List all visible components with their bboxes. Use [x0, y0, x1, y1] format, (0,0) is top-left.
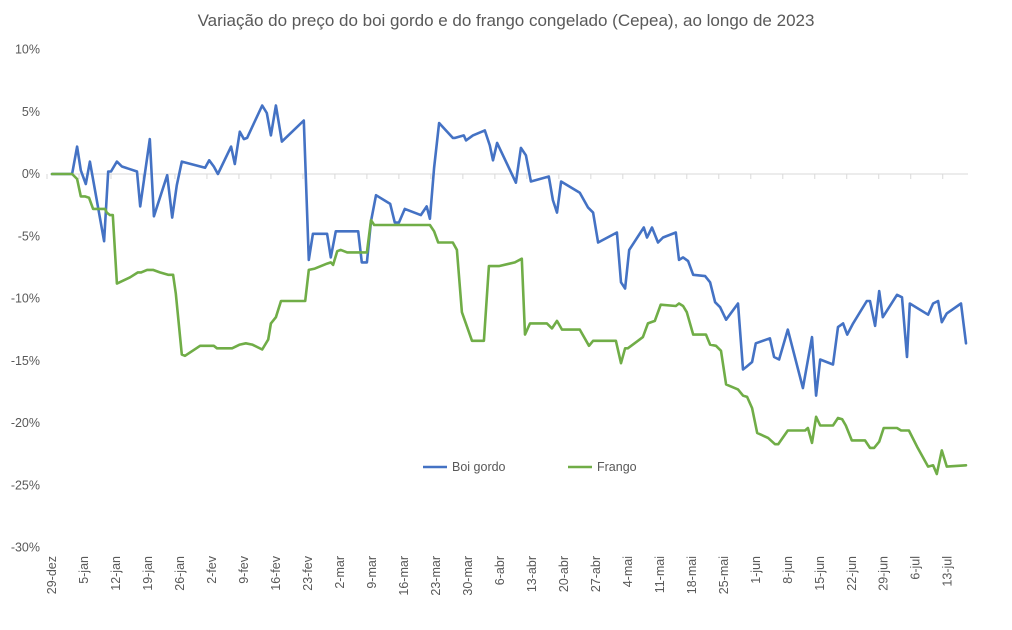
x-tick-label: 16-fev: [269, 555, 283, 590]
series-line-boi-gordo: [50, 104, 968, 397]
x-tick-label: 5-jan: [77, 556, 91, 584]
x-tick-label: 2-mar: [333, 556, 347, 589]
x-tick-label: 26-jan: [173, 556, 187, 591]
x-tick-label: 15-jun: [813, 556, 827, 591]
x-axis: 29-dez 5-jan 12-jan 19-jan 26-jan 2-fev 9-fev 1…: [45, 174, 955, 596]
chart-title: Variação do preço do boi gordo e do fran…: [198, 11, 815, 30]
x-tick-label: 29-dez: [45, 556, 59, 594]
x-tick-label: 23-mar: [429, 556, 443, 596]
x-tick-label: 11-mai: [653, 556, 667, 593]
legend-label: Boi gordo: [452, 460, 506, 474]
series-lines: [50, 104, 968, 476]
y-tick-label: 10%: [15, 43, 40, 57]
x-tick-label: 2-fev: [205, 555, 219, 584]
y-tick-label: -30%: [11, 541, 40, 555]
x-tick-label: 30-mar: [461, 556, 475, 596]
x-tick-label: 29-jun: [877, 556, 891, 591]
x-tick-label: 22-jun: [845, 556, 859, 591]
y-tick-label: -25%: [11, 478, 40, 492]
x-tick-label: 6-jul: [909, 556, 923, 580]
y-axis: 10% 5% 0% -5% -10% -15% -20% -25% -30%: [11, 43, 40, 555]
x-tick-label: 8-jun: [781, 556, 795, 584]
x-tick-label: 1-jun: [749, 556, 763, 584]
x-tick-label: 18-mai: [685, 556, 699, 594]
y-tick-label: -10%: [11, 292, 40, 306]
x-tick-label: 20-abr: [557, 556, 571, 592]
x-tick-label: 13-abr: [525, 556, 539, 592]
x-tick-label: 4-mai: [621, 556, 635, 587]
x-tick-label: 6-abr: [493, 556, 507, 585]
y-tick-label: 5%: [22, 105, 40, 119]
x-tick-label: 16-mar: [397, 556, 411, 596]
x-tick-label: 23-fev: [301, 555, 315, 590]
y-tick-label: -20%: [11, 416, 40, 430]
x-tick-label: 25-mai: [717, 556, 731, 594]
x-tick-label: 9-fev: [237, 555, 251, 584]
x-tick-label: 19-jan: [141, 556, 155, 591]
y-tick-label: -5%: [18, 229, 40, 243]
x-tick-label: 13-jul: [941, 556, 955, 587]
legend: Boi gordo Frango: [423, 460, 637, 474]
y-tick-label: -15%: [11, 354, 40, 368]
series-line-frango: [50, 172, 968, 476]
x-tick-label: 12-jan: [109, 556, 123, 591]
legend-label: Frango: [597, 460, 637, 474]
x-tick-label: 9-mar: [365, 556, 379, 589]
y-tick-label: 0%: [22, 167, 40, 181]
x-tick-label: 27-abr: [589, 556, 603, 592]
